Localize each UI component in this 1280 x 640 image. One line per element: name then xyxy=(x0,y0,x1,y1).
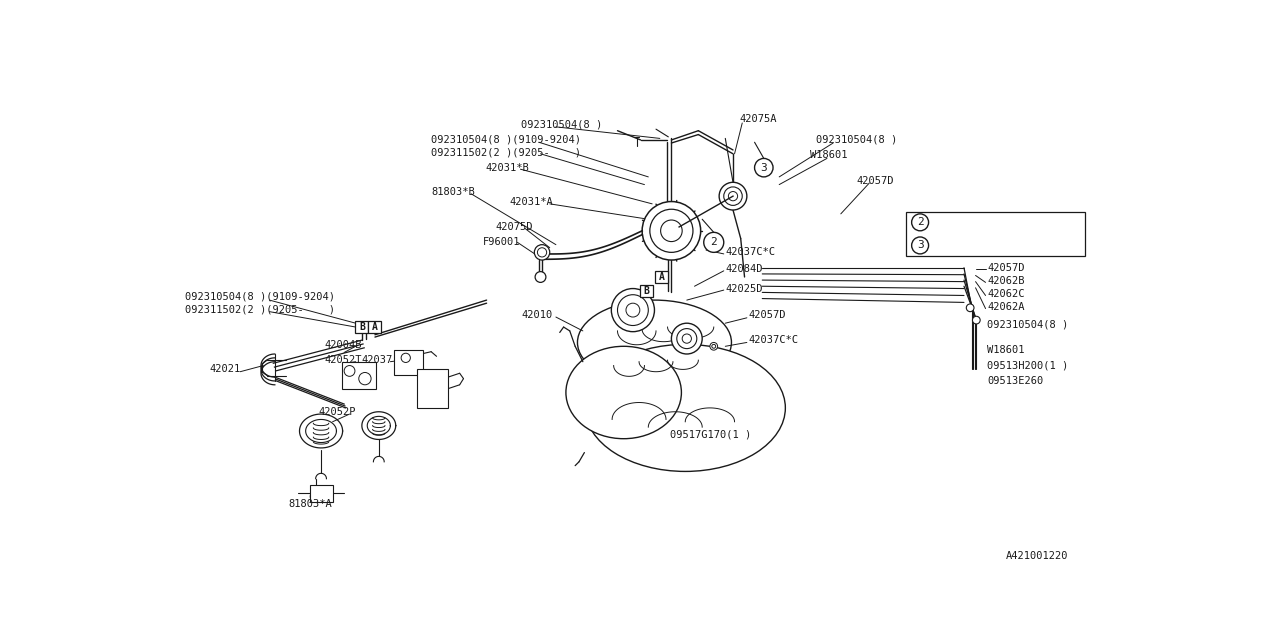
Text: 81803*B: 81803*B xyxy=(431,188,475,197)
Circle shape xyxy=(534,244,549,260)
Text: 81803*A: 81803*A xyxy=(288,499,332,509)
Text: A421001220: A421001220 xyxy=(1006,551,1068,561)
Circle shape xyxy=(911,214,928,231)
Text: 42075D: 42075D xyxy=(495,222,534,232)
Text: 42075A: 42075A xyxy=(739,114,777,124)
Text: A: A xyxy=(658,272,664,282)
Text: 3: 3 xyxy=(760,163,767,173)
Bar xyxy=(417,369,448,408)
Text: 42057D: 42057D xyxy=(856,176,893,186)
Text: 42057D: 42057D xyxy=(987,263,1024,273)
Circle shape xyxy=(704,232,723,252)
Circle shape xyxy=(677,328,696,349)
Circle shape xyxy=(682,334,691,343)
Circle shape xyxy=(643,202,700,260)
Text: 42031*A: 42031*A xyxy=(509,197,553,207)
Bar xyxy=(310,485,333,502)
Circle shape xyxy=(660,220,682,241)
Text: 42004B: 42004B xyxy=(325,340,362,349)
Circle shape xyxy=(728,191,737,201)
Circle shape xyxy=(911,237,928,254)
Bar xyxy=(356,321,369,333)
Circle shape xyxy=(712,344,716,348)
Ellipse shape xyxy=(577,300,731,385)
Bar xyxy=(655,271,668,283)
Text: 42057D: 42057D xyxy=(749,310,786,321)
Text: 42062A: 42062A xyxy=(987,302,1024,312)
Bar xyxy=(640,285,653,296)
Text: B: B xyxy=(358,322,365,332)
Circle shape xyxy=(538,248,547,257)
Text: 092310504(8 ): 092310504(8 ) xyxy=(987,320,1069,330)
Text: 42021: 42021 xyxy=(210,364,241,374)
Ellipse shape xyxy=(566,346,681,438)
Text: 42010: 42010 xyxy=(521,310,553,321)
Text: 42084D: 42084D xyxy=(726,264,763,275)
Text: 42037C*C: 42037C*C xyxy=(749,335,799,345)
Text: 42062B: 42062B xyxy=(987,276,1024,286)
Circle shape xyxy=(650,209,692,252)
Text: W18601: W18601 xyxy=(810,150,847,161)
Text: 42062C: 42062C xyxy=(987,289,1024,299)
Bar xyxy=(906,212,1085,256)
Text: 42037C*C: 42037C*C xyxy=(726,247,776,257)
Text: 09517G120(1 ): 09517G120(1 ) xyxy=(941,218,1023,227)
Circle shape xyxy=(401,353,411,362)
Text: 092310504(8 )(9109-9204): 092310504(8 )(9109-9204) xyxy=(184,291,335,301)
Text: 09513E260: 09513E260 xyxy=(987,376,1043,386)
Circle shape xyxy=(612,289,654,332)
Circle shape xyxy=(973,316,980,324)
Text: 09513H200(1 ): 09513H200(1 ) xyxy=(987,360,1069,371)
Bar xyxy=(342,362,376,388)
Text: 09517G170(1 ): 09517G170(1 ) xyxy=(669,430,751,440)
Text: W18601: W18601 xyxy=(987,345,1024,355)
Text: A: A xyxy=(372,322,378,332)
Text: 42052P: 42052P xyxy=(319,407,356,417)
Circle shape xyxy=(358,372,371,385)
Text: 092311502(2 )(9205-    ): 092311502(2 )(9205- ) xyxy=(184,305,335,314)
Text: 42052T: 42052T xyxy=(325,355,362,365)
Text: 09513E110(1 ): 09513E110(1 ) xyxy=(941,241,1023,250)
Text: 3: 3 xyxy=(916,241,923,250)
Text: 092310504(8 ): 092310504(8 ) xyxy=(521,120,603,129)
Text: 2: 2 xyxy=(710,237,717,247)
Text: 42037: 42037 xyxy=(362,355,393,365)
Ellipse shape xyxy=(585,344,786,472)
Circle shape xyxy=(672,323,703,354)
Text: 092311502(2 )(9205-    ): 092311502(2 )(9205- ) xyxy=(431,147,581,157)
Bar xyxy=(394,350,424,375)
Text: 092310504(8 )(9109-9204): 092310504(8 )(9109-9204) xyxy=(431,135,581,145)
Circle shape xyxy=(755,159,773,177)
Circle shape xyxy=(626,303,640,317)
Circle shape xyxy=(535,271,545,282)
Text: 2: 2 xyxy=(916,218,923,227)
Circle shape xyxy=(710,342,718,350)
Circle shape xyxy=(617,294,648,326)
Text: F96001: F96001 xyxy=(483,237,520,247)
Circle shape xyxy=(719,182,746,210)
Text: 092310504(8 ): 092310504(8 ) xyxy=(817,135,897,145)
Text: B: B xyxy=(644,286,650,296)
Circle shape xyxy=(344,365,355,376)
Circle shape xyxy=(966,304,974,312)
Bar xyxy=(369,321,381,333)
Circle shape xyxy=(723,187,742,205)
Text: 42031*B: 42031*B xyxy=(485,163,529,173)
Text: 42025D: 42025D xyxy=(726,284,763,294)
